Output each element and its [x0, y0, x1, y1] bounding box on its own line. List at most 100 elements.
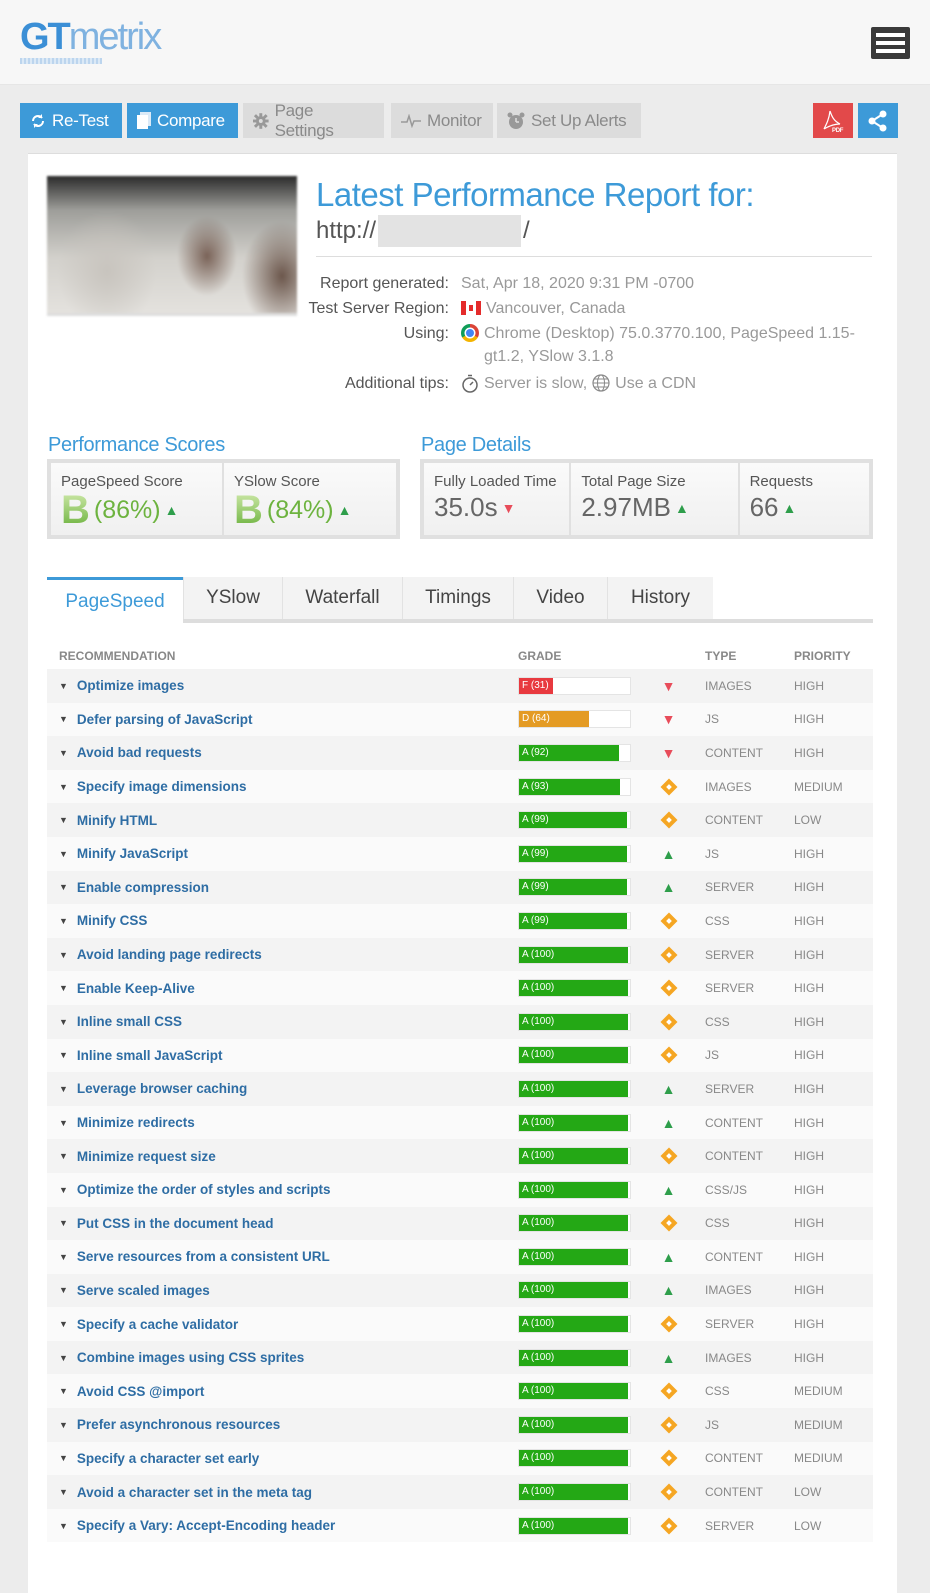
table-row[interactable]: ▼ Enable compression A (99) ▲ SERVER HIG…: [47, 870, 873, 905]
expand-caret-icon[interactable]: ▼: [59, 1520, 68, 1531]
recommendation-name[interactable]: Put CSS in the document head: [76, 1215, 274, 1231]
table-row[interactable]: ▼ Avoid CSS @import A (100) CSS MEDIUM: [47, 1374, 873, 1409]
expand-caret-icon[interactable]: ▼: [59, 1285, 68, 1296]
table-row[interactable]: ▼ Optimize images F (31) ▼ IMAGES HIGH: [47, 669, 873, 703]
expand-caret-icon[interactable]: ▼: [59, 1487, 68, 1498]
table-row[interactable]: ▼ Minimize redirects A (100) ▲ CONTENT H…: [47, 1105, 873, 1140]
recommendation-name[interactable]: Specify a cache validator: [76, 1316, 239, 1332]
expand-caret-icon[interactable]: ▼: [59, 1386, 68, 1397]
expand-caret-icon[interactable]: ▼: [59, 848, 68, 859]
recommendation-name[interactable]: Minimize redirects: [76, 1115, 195, 1131]
recommendation-name[interactable]: Enable compression: [76, 879, 209, 895]
table-row[interactable]: ▼ Leverage browser caching A (100) ▲ SER…: [47, 1072, 873, 1106]
table-row[interactable]: ▼ Put CSS in the document head A (100) C…: [47, 1206, 873, 1241]
recommendation-name[interactable]: Specify a Vary: Accept-Encoding header: [76, 1518, 336, 1534]
recommendation-name[interactable]: Minify JavaScript: [76, 846, 188, 862]
recommendation-name[interactable]: Avoid bad requests: [76, 745, 202, 761]
expand-caret-icon[interactable]: ▼: [59, 1016, 68, 1027]
tab-video[interactable]: Video: [513, 577, 607, 619]
table-row[interactable]: ▼ Minify JavaScript A (99) ▲ JS HIGH: [47, 836, 873, 871]
recommendation-name[interactable]: Leverage browser caching: [76, 1081, 248, 1097]
expand-caret-icon[interactable]: ▼: [59, 1151, 68, 1162]
recommendation-name[interactable]: Prefer asynchronous resources: [76, 1417, 281, 1433]
tip-use-cdn[interactable]: Use a CDN: [615, 375, 697, 392]
table-row[interactable]: ▼ Defer parsing of JavaScript D (64) ▼ J…: [47, 702, 873, 737]
recommendation-name[interactable]: Specify a character set early: [76, 1450, 260, 1466]
table-row[interactable]: ▼ Minimize request size A (100) CONTENT …: [47, 1139, 873, 1173]
recommendation-name[interactable]: Avoid landing page redirects: [76, 947, 262, 963]
report-url[interactable]: http:// /: [316, 215, 530, 247]
retest-button[interactable]: Re-Test: [20, 103, 122, 138]
expand-caret-icon[interactable]: ▼: [59, 747, 68, 758]
monitor-button[interactable]: Monitor: [391, 103, 493, 138]
expand-caret-icon[interactable]: ▼: [59, 1083, 68, 1094]
pdf-download-button[interactable]: PDF: [813, 103, 853, 138]
table-row[interactable]: ▼ Combine images using CSS sprites A (10…: [47, 1340, 873, 1375]
recommendation-name[interactable]: Avoid CSS @import: [76, 1383, 205, 1399]
expand-caret-icon[interactable]: ▼: [59, 1419, 68, 1430]
table-row[interactable]: ▼ Specify image dimensions A (93) IMAGES…: [47, 769, 873, 804]
recommendation-name[interactable]: Serve resources from a consistent URL: [76, 1249, 330, 1265]
expand-caret-icon[interactable]: ▼: [59, 882, 68, 893]
expand-caret-icon[interactable]: ▼: [59, 1218, 68, 1229]
tab-history[interactable]: History: [607, 577, 713, 619]
tab-waterfall[interactable]: Waterfall: [282, 577, 402, 619]
recommendation-name[interactable]: Minimize request size: [76, 1148, 216, 1164]
expand-caret-icon[interactable]: ▼: [59, 680, 68, 691]
recommendation-name[interactable]: Inline small JavaScript: [76, 1047, 223, 1063]
table-row[interactable]: ▼ Optimize the order of styles and scrip…: [47, 1172, 873, 1207]
recommendation-name[interactable]: Defer parsing of JavaScript: [76, 711, 253, 727]
gtmetrix-logo[interactable]: GTmetrix: [20, 16, 162, 58]
recommendation-name[interactable]: Combine images using CSS sprites: [76, 1350, 305, 1366]
table-row[interactable]: ▼ Inline small JavaScript A (100) JS HIG…: [47, 1038, 873, 1073]
recommendation-name[interactable]: Specify image dimensions: [76, 779, 247, 795]
recommendation-name[interactable]: Inline small CSS: [76, 1014, 182, 1030]
expand-caret-icon[interactable]: ▼: [59, 714, 68, 725]
table-row[interactable]: ▼ Specify a cache validator A (100) SERV…: [47, 1307, 873, 1341]
set-up-alerts-button[interactable]: Set Up Alerts: [497, 103, 641, 138]
table-row[interactable]: ▼ Enable Keep-Alive A (100) SERVER HIGH: [47, 971, 873, 1005]
expand-caret-icon[interactable]: ▼: [59, 1319, 68, 1330]
expand-caret-icon[interactable]: ▼: [59, 949, 68, 960]
expand-caret-icon[interactable]: ▼: [59, 815, 68, 826]
table-row[interactable]: ▼ Serve scaled images A (100) ▲ IMAGES H…: [47, 1273, 873, 1308]
expand-caret-icon[interactable]: ▼: [59, 1251, 68, 1262]
recommendation-name[interactable]: Minify HTML: [76, 812, 158, 828]
recommendation-name[interactable]: Optimize images: [76, 678, 185, 694]
page-settings-button[interactable]: Page Settings: [243, 101, 384, 140]
expand-caret-icon[interactable]: ▼: [59, 1117, 68, 1128]
expand-caret-icon[interactable]: ▼: [59, 915, 68, 926]
table-row[interactable]: ▼ Avoid landing page redirects A (100) S…: [47, 937, 873, 972]
recommendation-name[interactable]: Minify CSS: [76, 913, 148, 929]
expand-caret-icon[interactable]: ▼: [59, 1050, 68, 1061]
table-row[interactable]: ▼ Minify HTML A (99) CONTENT LOW: [47, 803, 873, 837]
expand-caret-icon[interactable]: ▼: [59, 983, 68, 994]
tab-timings[interactable]: Timings: [402, 577, 513, 619]
tab-pagespeed[interactable]: PageSpeed: [47, 577, 183, 623]
table-row[interactable]: ▼ Specify a Vary: Accept-Encoding header…: [47, 1508, 873, 1543]
expand-caret-icon[interactable]: ▼: [59, 1184, 68, 1195]
recommendation-name[interactable]: Optimize the order of styles and scripts: [76, 1182, 331, 1198]
table-row[interactable]: ▼ Minify CSS A (99) CSS HIGH: [47, 904, 873, 938]
recommendation-name[interactable]: Avoid a character set in the meta tag: [76, 1484, 312, 1500]
table-row[interactable]: ▼ Prefer asynchronous resources A (100) …: [47, 1408, 873, 1442]
expand-caret-icon[interactable]: ▼: [59, 1352, 68, 1363]
expand-caret-icon[interactable]: ▼: [59, 781, 68, 792]
tab-yslow[interactable]: YSlow: [183, 577, 282, 619]
tip-server-slow[interactable]: Server is slow,: [484, 375, 588, 392]
table-row[interactable]: ▼ Avoid bad requests A (92) ▼ CONTENT HI…: [47, 736, 873, 770]
column-grade[interactable]: GRADE: [518, 649, 562, 663]
column-priority[interactable]: PRIORITY: [794, 649, 851, 663]
share-button[interactable]: [858, 103, 898, 138]
table-row[interactable]: ▼ Serve resources from a consistent URL …: [47, 1240, 873, 1274]
column-type[interactable]: TYPE: [705, 649, 737, 663]
recommendation-name[interactable]: Serve scaled images: [76, 1282, 210, 1298]
compare-button[interactable]: Compare: [127, 103, 238, 138]
column-recommendation[interactable]: RECOMMENDATION: [59, 649, 176, 663]
recommendation-name[interactable]: Enable Keep-Alive: [76, 980, 195, 996]
table-row[interactable]: ▼ Inline small CSS A (100) CSS HIGH: [47, 1004, 873, 1039]
table-row[interactable]: ▼ Avoid a character set in the meta tag …: [47, 1475, 873, 1509]
table-row[interactable]: ▼ Specify a character set early A (100) …: [47, 1441, 873, 1476]
expand-caret-icon[interactable]: ▼: [59, 1453, 68, 1464]
hamburger-icon[interactable]: [871, 27, 910, 59]
